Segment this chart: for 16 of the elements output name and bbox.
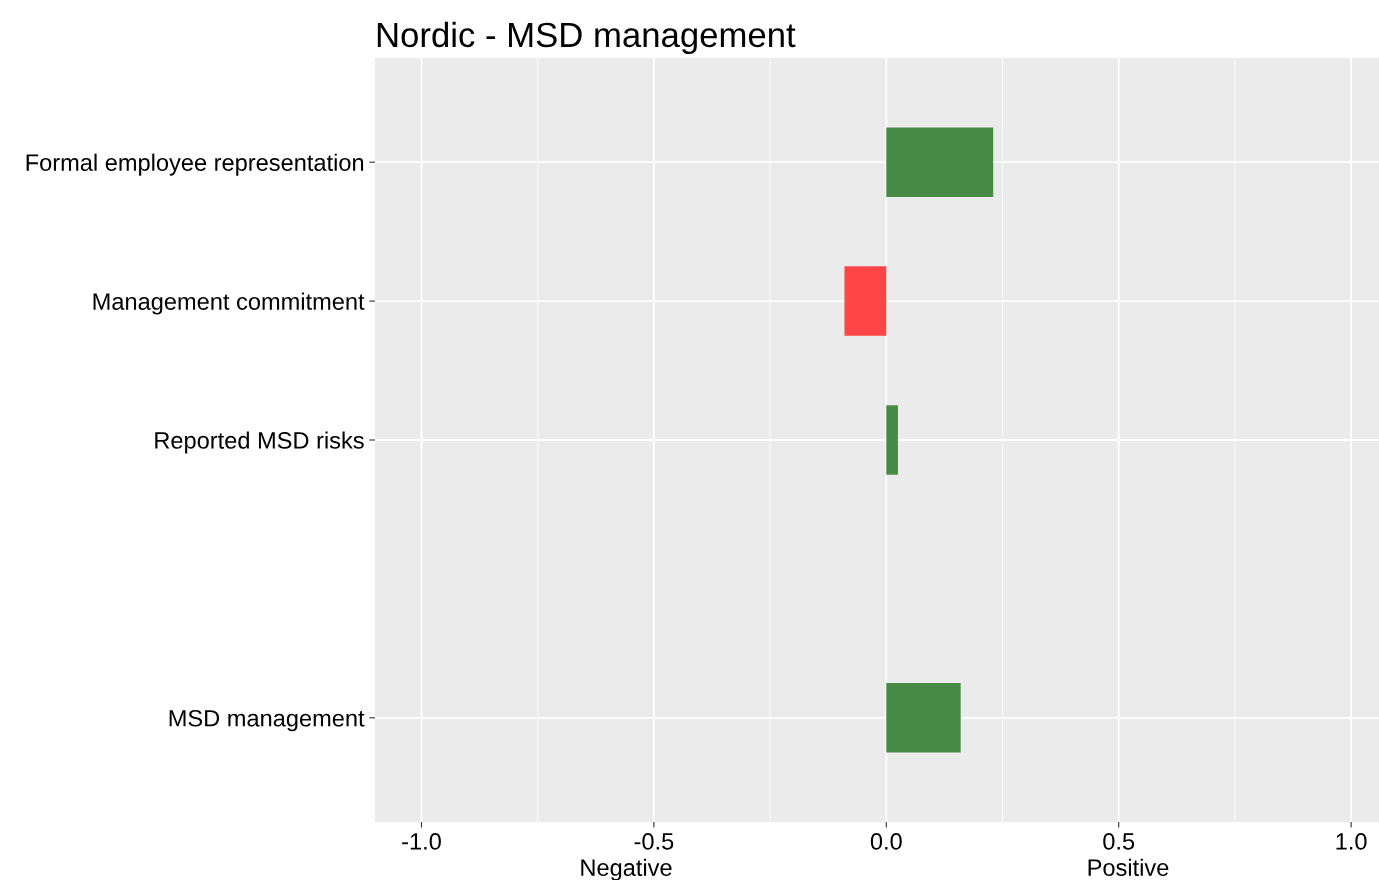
bar [886, 683, 961, 753]
bar [844, 266, 887, 336]
x-tick-label: 0.5 [1103, 833, 1135, 850]
bar [886, 127, 994, 197]
bar [886, 405, 898, 475]
y-tick-label: Management commitment [93, 292, 365, 315]
y-tick-label: MSD management [169, 709, 365, 732]
x-tick-label: 0.0 [870, 833, 902, 850]
x-tick-label: -0.5 [634, 833, 674, 850]
text: Negative [581, 858, 672, 880]
x-tick-label: -1.0 [402, 833, 441, 850]
x-tick-label: 1.0 [1336, 833, 1367, 850]
y-tick-label: Formal employee representation [26, 153, 364, 176]
text: Positive [1088, 858, 1169, 877]
chart-title: Nordic - MSD management [377, 21, 796, 55]
y-tick-label: Reported MSD risks [155, 431, 364, 454]
